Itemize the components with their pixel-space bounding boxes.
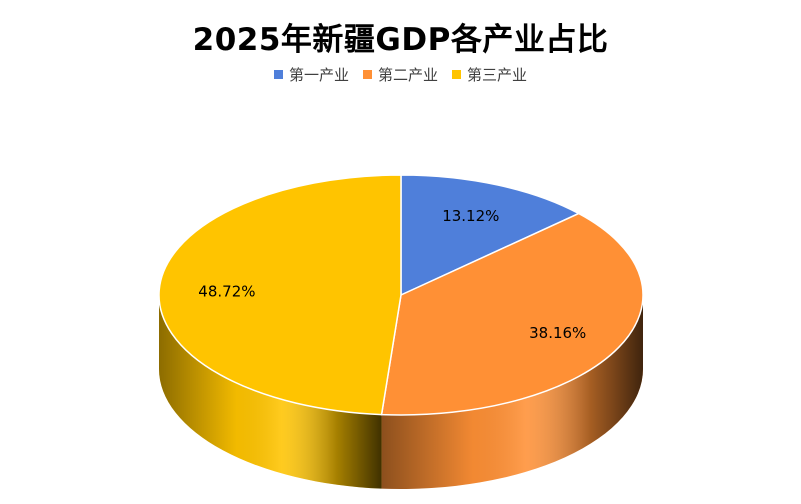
data-label-tertiary: 48.72% xyxy=(198,283,255,301)
legend-swatch-tertiary xyxy=(452,70,461,79)
legend-item-tertiary: 第三产业 xyxy=(452,64,527,85)
pie-sides xyxy=(159,295,643,489)
legend-label-tertiary: 第三产业 xyxy=(467,66,528,84)
pie-side-tertiary xyxy=(159,295,382,489)
legend-swatch-primary xyxy=(273,70,283,79)
pie-slice-tertiary xyxy=(158,174,402,416)
pie-tops xyxy=(158,174,644,416)
legend-label-secondary: 第二产业 xyxy=(377,66,438,84)
legend-swatch-secondary xyxy=(362,70,372,79)
legend-item-secondary: 第二产业 xyxy=(362,64,438,85)
legend: 第一产业 第二产业 第三产业 xyxy=(0,64,801,85)
pie-slice-secondary xyxy=(380,212,644,416)
legend-label-primary: 第一产业 xyxy=(288,66,349,84)
data-label-primary: 13.12% xyxy=(442,207,499,225)
pie-labels: 13.12% 38.16% 48.72% xyxy=(198,207,586,342)
pie-slice-primary xyxy=(400,174,581,297)
chart-title: 2025年新疆GDP各产业占比 xyxy=(192,22,609,58)
legend-item-primary: 第一产业 xyxy=(273,64,349,85)
pie-side-secondary xyxy=(381,295,643,489)
data-label-secondary: 38.16% xyxy=(529,324,586,342)
